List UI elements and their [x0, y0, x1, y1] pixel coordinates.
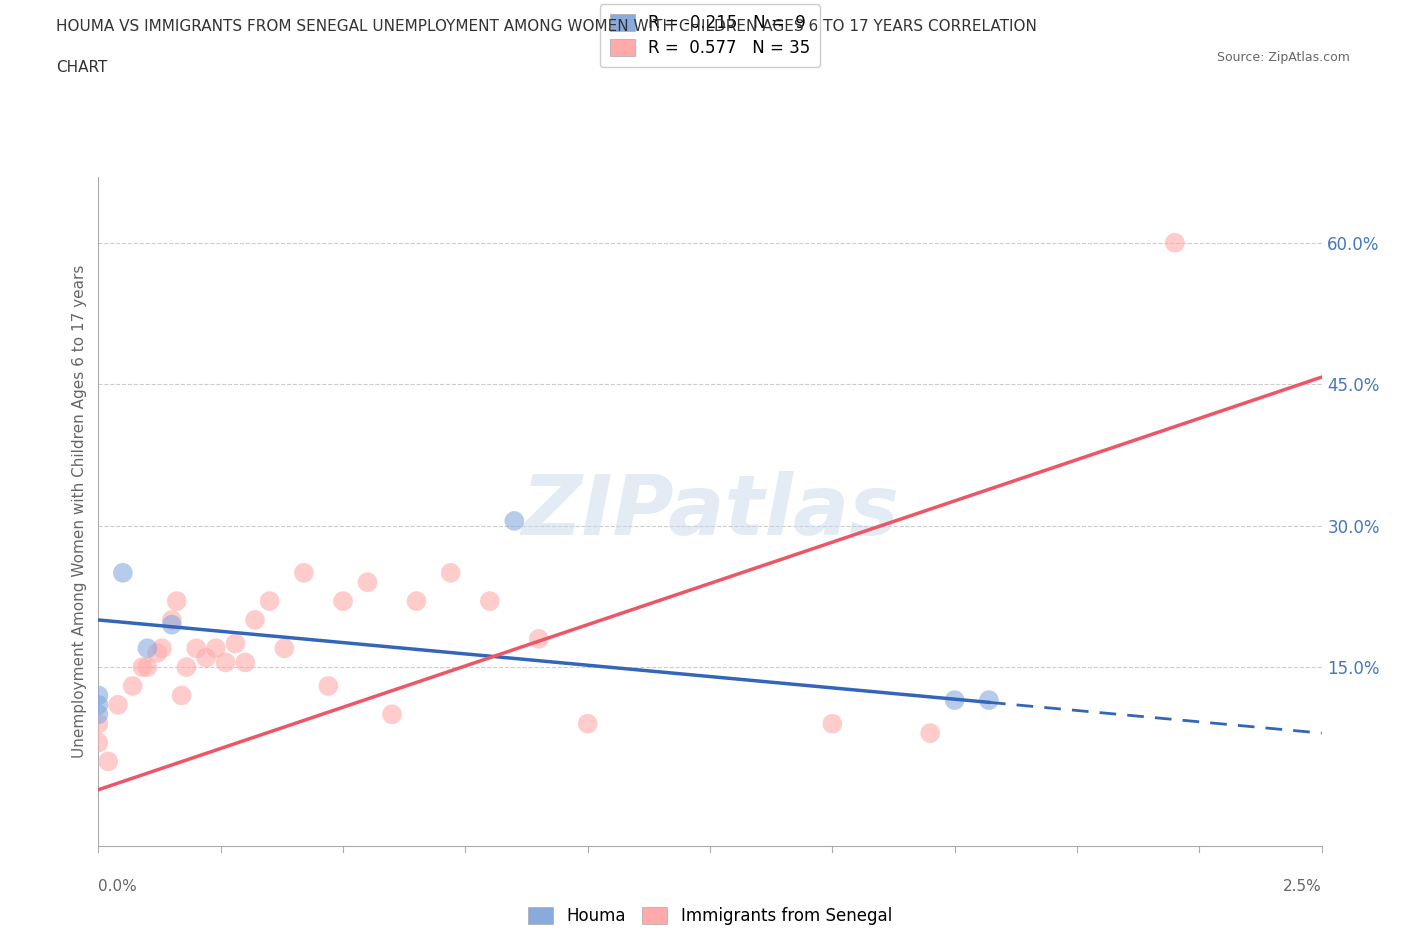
Point [503, 513, 526, 528]
Text: ZIPatlas: ZIPatlas [522, 471, 898, 552]
Point [821, 716, 844, 731]
Point [131, 659, 153, 674]
Point [527, 631, 550, 646]
Point [136, 641, 159, 656]
Point [87, 698, 110, 712]
Point [440, 565, 463, 580]
Point [224, 636, 246, 651]
Point [107, 698, 129, 712]
Point [273, 641, 295, 656]
Point [121, 679, 143, 694]
Point [146, 645, 169, 660]
Point [920, 725, 942, 740]
Text: 0.0%: 0.0% [98, 879, 138, 894]
Text: CHART: CHART [56, 60, 108, 75]
Point [233, 655, 256, 670]
Point [111, 565, 134, 580]
Point [1164, 235, 1187, 250]
Point [356, 575, 378, 590]
Point [97, 754, 120, 769]
Text: 2.5%: 2.5% [1282, 879, 1322, 894]
Text: HOUMA VS IMMIGRANTS FROM SENEGAL UNEMPLOYMENT AMONG WOMEN WITH CHILDREN AGES 6 T: HOUMA VS IMMIGRANTS FROM SENEGAL UNEMPLO… [56, 19, 1038, 33]
Point [150, 641, 173, 656]
Point [977, 693, 1000, 708]
Legend: Houma, Immigrants from Senegal: Houma, Immigrants from Senegal [522, 900, 898, 930]
Point [87, 707, 110, 722]
Point [205, 641, 228, 656]
Point [160, 618, 183, 632]
Point [87, 688, 110, 703]
Point [332, 593, 354, 608]
Point [214, 655, 236, 670]
Text: Source: ZipAtlas.com: Source: ZipAtlas.com [1216, 51, 1350, 64]
Point [87, 735, 110, 750]
Point [478, 593, 501, 608]
Point [405, 593, 427, 608]
Point [195, 650, 218, 665]
Point [259, 593, 281, 608]
Point [292, 565, 315, 580]
Point [170, 688, 193, 703]
Point [318, 679, 340, 694]
Point [87, 716, 110, 731]
Point [576, 716, 599, 731]
Point [243, 613, 266, 628]
Point [943, 693, 966, 708]
Point [176, 659, 198, 674]
Point [381, 707, 404, 722]
Point [160, 613, 183, 628]
Point [186, 641, 208, 656]
Point [136, 659, 159, 674]
Point [166, 593, 188, 608]
Y-axis label: Unemployment Among Women with Children Ages 6 to 17 years: Unemployment Among Women with Children A… [72, 265, 87, 758]
